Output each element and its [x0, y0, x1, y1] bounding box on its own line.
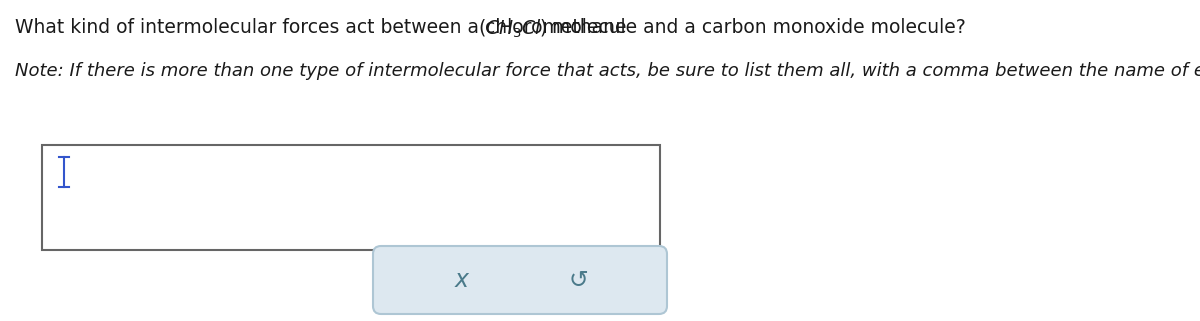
Text: molecule and a carbon monoxide molecule?: molecule and a carbon monoxide molecule? — [546, 18, 966, 37]
FancyBboxPatch shape — [373, 246, 667, 314]
Bar — [42, 145, 660, 250]
Text: ↺: ↺ — [568, 268, 588, 292]
Text: $(CH_3Cl)$: $(CH_3Cl)$ — [478, 18, 547, 40]
Text: Note: If there is more than one type of intermolecular force that acts, be sure : Note: If there is more than one type of … — [14, 62, 1200, 80]
Text: x: x — [455, 268, 469, 292]
Text: What kind of intermolecular forces act between a chloromethane: What kind of intermolecular forces act b… — [14, 18, 632, 37]
